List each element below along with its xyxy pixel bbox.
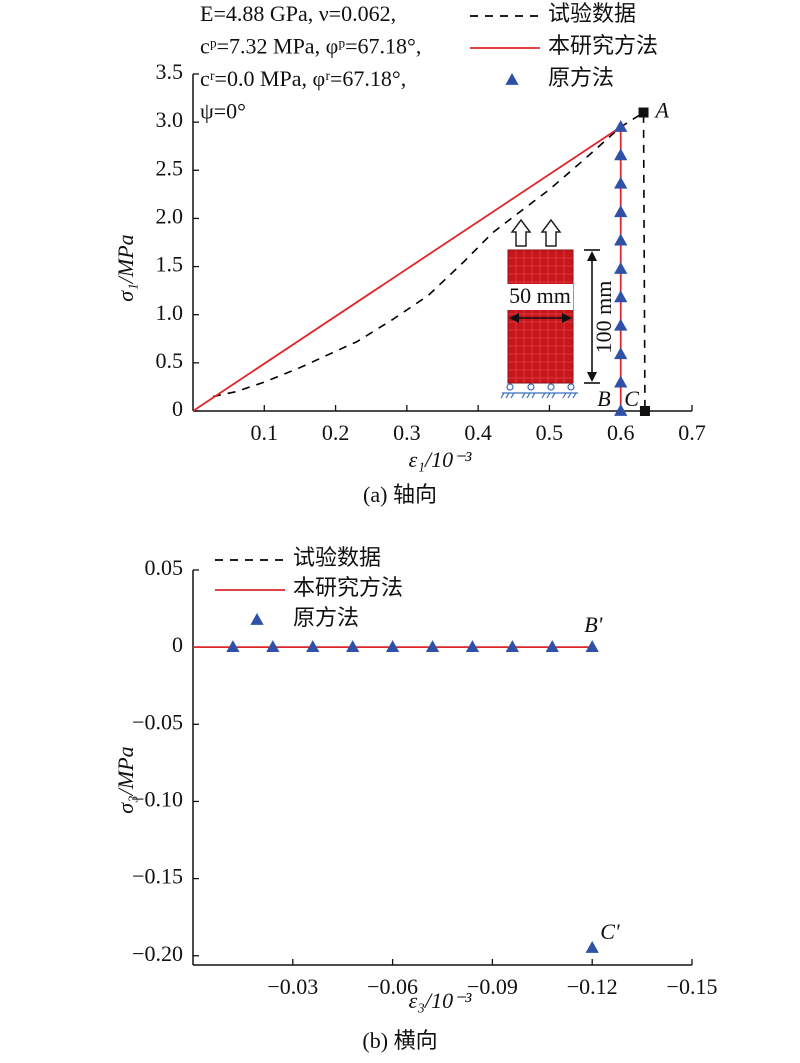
triangle-marker (614, 375, 628, 388)
legend-label: 试验数据 (548, 1, 636, 26)
x-tick-label: −0.09 (467, 974, 518, 999)
legend-marker (250, 613, 264, 625)
y-tick-label: 1.5 (156, 252, 184, 277)
triangle-marker (614, 404, 628, 416)
x-tick-label: −0.03 (267, 974, 318, 999)
y-tick-label: 0 (172, 632, 183, 657)
point-label: C (624, 386, 639, 411)
supports (500, 383, 578, 399)
specimen-inset: 50 mm 100 mm (500, 218, 616, 399)
triangle-marker (585, 941, 599, 953)
triangle-marker (614, 148, 628, 161)
y-tick-label: 0.5 (156, 348, 184, 373)
point-label: A (654, 98, 670, 123)
annotation: ψ=0° (200, 99, 246, 124)
point-label: B' (584, 612, 602, 637)
triangle-marker (614, 318, 628, 331)
triangle-marker (385, 640, 400, 653)
triangle-marker (614, 290, 628, 303)
triangle-marker (545, 640, 559, 653)
y-tick-label: 3.0 (156, 107, 184, 132)
inset-height-label: 100 mm (591, 281, 616, 354)
x-tick-label: −0.12 (567, 974, 618, 999)
point-marker (638, 107, 649, 118)
x-tick-label: −0.15 (667, 974, 718, 999)
triangle-marker (614, 205, 628, 218)
point-marker (639, 406, 650, 416)
triangle-marker (614, 233, 628, 246)
y-tick-label: −0.10 (132, 786, 183, 811)
x-tick-label: 0.2 (322, 420, 350, 445)
triangle-marker (585, 640, 599, 653)
y-axis-label: σ₃/MPa (113, 746, 138, 813)
triangle-marker (226, 640, 240, 653)
inset-width-label: 50 mm (509, 283, 571, 308)
x-tick-label: 0.5 (536, 420, 564, 445)
triangle-marker (614, 261, 628, 274)
y-tick-label: 0.05 (145, 555, 184, 580)
y-tick-label: 3.5 (156, 59, 184, 84)
point-label: C' (600, 919, 620, 944)
x-axis-label: ε₃/10⁻³ (409, 988, 472, 1013)
legend-label: 试验数据 (293, 545, 381, 570)
x-tick-label: 0.6 (607, 420, 635, 445)
caption: (b) 横向 (362, 1028, 437, 1053)
legend-label: 原方法 (548, 65, 614, 90)
y-tick-label: 2.0 (156, 203, 184, 228)
caption: (a) 轴向 (363, 482, 437, 507)
legend-label: 原方法 (293, 605, 359, 630)
y-tick-label: 1.0 (156, 300, 184, 325)
triangle-marker (614, 176, 628, 189)
dimension-lines (509, 249, 600, 384)
y-tick-label: −0.05 (132, 709, 183, 734)
triangle-marker (614, 119, 628, 132)
y-tick-label: −0.20 (132, 941, 183, 966)
y-tick-label: 0 (172, 396, 183, 421)
legend-label: 本研究方法 (293, 575, 403, 600)
point-label: B (597, 386, 610, 411)
y-tick-label: 2.5 (156, 155, 184, 180)
x-axis-label: ε₁/10⁻³ (409, 447, 472, 472)
triangle-marker (465, 640, 480, 653)
x-tick-label: 0.4 (464, 420, 492, 445)
dashed-line (212, 111, 646, 412)
annotation: cᵖ=7.32 MPa, φᵖ=67.18°, (200, 34, 421, 59)
triangle-marker (306, 640, 320, 653)
y-axis-label: σ₁/MPa (113, 234, 138, 301)
legend-label: 本研究方法 (548, 33, 658, 58)
triangle-marker (614, 347, 628, 360)
annotation: cʳ=0.0 MPa, φʳ=67.18°, (200, 66, 406, 91)
x-tick-label: −0.06 (367, 974, 418, 999)
x-tick-label: 0.7 (678, 420, 706, 445)
x-tick-label: 0.1 (251, 420, 279, 445)
y-tick-label: −0.15 (132, 864, 183, 889)
triangle-marker (505, 640, 520, 653)
x-tick-label: 0.3 (393, 420, 421, 445)
legend-marker (505, 73, 519, 85)
label-background (507, 284, 573, 310)
load-arrows (510, 218, 562, 247)
triangle-marker (346, 640, 360, 653)
triangle-marker (266, 640, 280, 653)
annotation: E=4.88 GPa, ν=0.062, (200, 1, 396, 26)
triangle-marker (425, 640, 440, 653)
